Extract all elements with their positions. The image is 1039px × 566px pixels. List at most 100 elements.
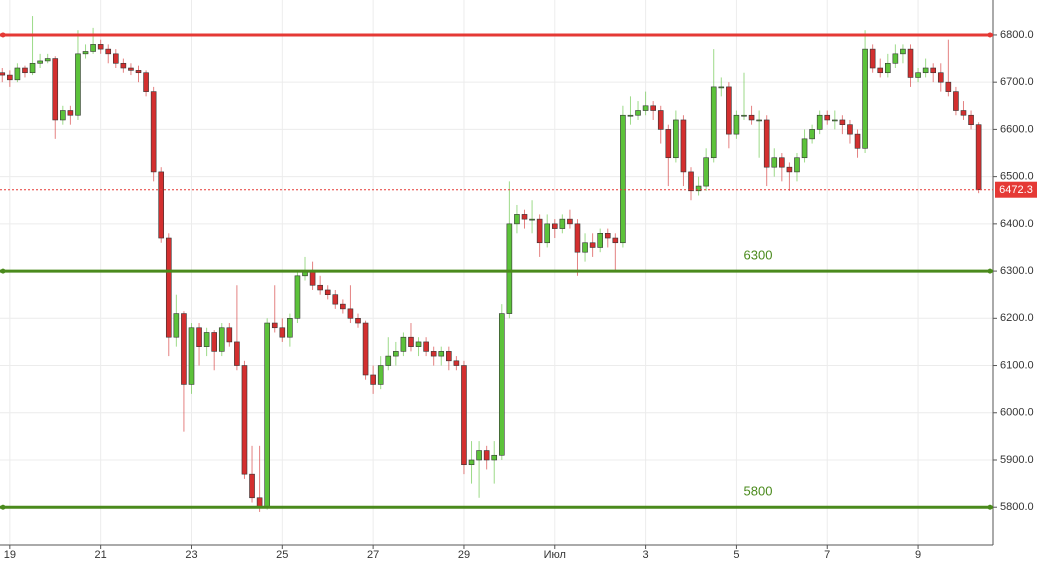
candle-body bbox=[415, 341, 422, 347]
candle-body bbox=[498, 313, 505, 456]
y-tick-label: 6700.0 bbox=[1000, 76, 1034, 88]
candle-body bbox=[105, 48, 112, 55]
candle-body bbox=[453, 360, 460, 366]
x-tick-label: 29 bbox=[458, 549, 470, 561]
y-tick-label: 6800.0 bbox=[1000, 29, 1034, 41]
candle-body bbox=[241, 365, 248, 475]
candle-body bbox=[582, 242, 588, 253]
level-handle bbox=[0, 268, 6, 274]
candle-body bbox=[688, 171, 694, 192]
y-tick-label: 5900.0 bbox=[1000, 454, 1034, 466]
candle-body bbox=[657, 110, 664, 130]
candle-body bbox=[271, 322, 278, 329]
y-tick-label: 6100.0 bbox=[1000, 359, 1034, 371]
candle-body bbox=[627, 114, 634, 117]
candle-body bbox=[589, 242, 596, 248]
x-tick-label: Июл bbox=[544, 549, 566, 561]
candle-body bbox=[847, 124, 853, 135]
y-tick-label: 6600.0 bbox=[1000, 123, 1034, 135]
candle-body bbox=[642, 105, 649, 111]
candle-body bbox=[597, 233, 603, 248]
candle-body bbox=[324, 289, 331, 295]
candle-body bbox=[29, 62, 36, 74]
level-handle bbox=[0, 32, 6, 38]
candle-body bbox=[181, 313, 187, 385]
candle-body bbox=[718, 86, 725, 89]
candle-body bbox=[620, 114, 626, 244]
candle-body bbox=[529, 218, 535, 221]
candle-body bbox=[340, 303, 346, 310]
candle-body bbox=[7, 74, 13, 81]
candle-body bbox=[824, 114, 831, 121]
candle-body bbox=[741, 114, 747, 117]
candle-body bbox=[612, 237, 619, 244]
y-tick-label: 6200.0 bbox=[1000, 312, 1034, 324]
level-handle bbox=[987, 32, 993, 38]
candle-body bbox=[165, 237, 172, 338]
candle-body bbox=[264, 322, 270, 508]
candle-body bbox=[491, 454, 498, 461]
candle-body bbox=[196, 327, 202, 347]
candle-body bbox=[461, 365, 467, 466]
candle-body bbox=[82, 51, 89, 55]
candle-body bbox=[188, 327, 195, 385]
x-tick-label: 7 bbox=[824, 549, 830, 561]
candle-body bbox=[763, 119, 770, 168]
candle-body bbox=[287, 318, 293, 338]
candle-body bbox=[884, 62, 891, 74]
candle-body bbox=[854, 133, 861, 149]
candle-body bbox=[710, 86, 717, 159]
candle-body bbox=[771, 157, 778, 168]
candle-body bbox=[430, 351, 437, 357]
candle-body bbox=[877, 67, 884, 74]
candle-body bbox=[544, 223, 551, 244]
candle-body bbox=[355, 318, 361, 324]
candle-body bbox=[869, 48, 876, 69]
candle-body bbox=[150, 91, 157, 173]
candle-body bbox=[385, 355, 392, 366]
candle-body bbox=[521, 214, 528, 220]
x-tick-label: 5 bbox=[733, 549, 739, 561]
candle-body bbox=[915, 72, 921, 78]
candle-body bbox=[309, 270, 316, 286]
candle-body bbox=[158, 171, 165, 239]
candle-body bbox=[536, 218, 543, 244]
last-price-label: 6472.3 bbox=[999, 184, 1033, 196]
candle-body bbox=[680, 119, 687, 173]
candle-body bbox=[446, 351, 452, 362]
candle-body bbox=[816, 114, 823, 130]
candle-body bbox=[370, 374, 376, 385]
x-tick-label: 19 bbox=[4, 549, 16, 561]
level-handle bbox=[0, 504, 6, 510]
candle-body bbox=[234, 341, 240, 366]
x-tick-label: 21 bbox=[95, 549, 107, 561]
candle-body bbox=[635, 110, 641, 116]
candle-body bbox=[937, 72, 944, 83]
candle-body bbox=[953, 91, 959, 111]
candle-body bbox=[892, 53, 899, 64]
candle-body bbox=[945, 81, 952, 92]
x-tick-label: 9 bbox=[915, 549, 921, 561]
candle-body bbox=[400, 336, 407, 352]
candle-body bbox=[832, 119, 838, 122]
candle-body bbox=[97, 44, 104, 50]
candle-body bbox=[786, 166, 793, 173]
candle-body bbox=[483, 450, 490, 461]
candle-body bbox=[839, 119, 846, 125]
candle-body bbox=[779, 157, 785, 168]
candle-body bbox=[226, 327, 233, 343]
candle-body bbox=[960, 110, 967, 116]
candle-body bbox=[930, 67, 937, 74]
candle-body bbox=[128, 67, 134, 71]
candle-body bbox=[249, 473, 255, 499]
candle-body bbox=[604, 233, 611, 239]
candle-body bbox=[794, 157, 800, 173]
candle-body bbox=[673, 119, 679, 159]
y-tick-label: 6300.0 bbox=[1000, 265, 1034, 277]
candle-body bbox=[726, 86, 732, 135]
x-tick-label: 3 bbox=[643, 549, 649, 561]
candle-body bbox=[347, 308, 354, 319]
candle-body bbox=[135, 70, 142, 74]
x-tick-label: 23 bbox=[185, 549, 197, 561]
